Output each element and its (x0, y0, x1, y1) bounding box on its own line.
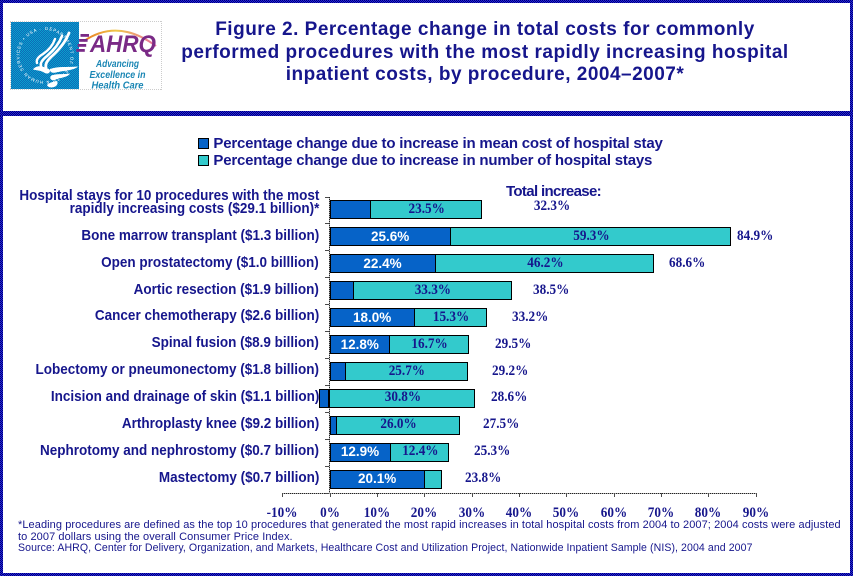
svg-text:Advancing: Advancing (95, 59, 139, 70)
svg-text:Excellence in: Excellence in (90, 70, 146, 81)
svg-text:Health Care: Health Care (92, 81, 144, 91)
svg-text:AHRQ: AHRQ (89, 31, 156, 58)
